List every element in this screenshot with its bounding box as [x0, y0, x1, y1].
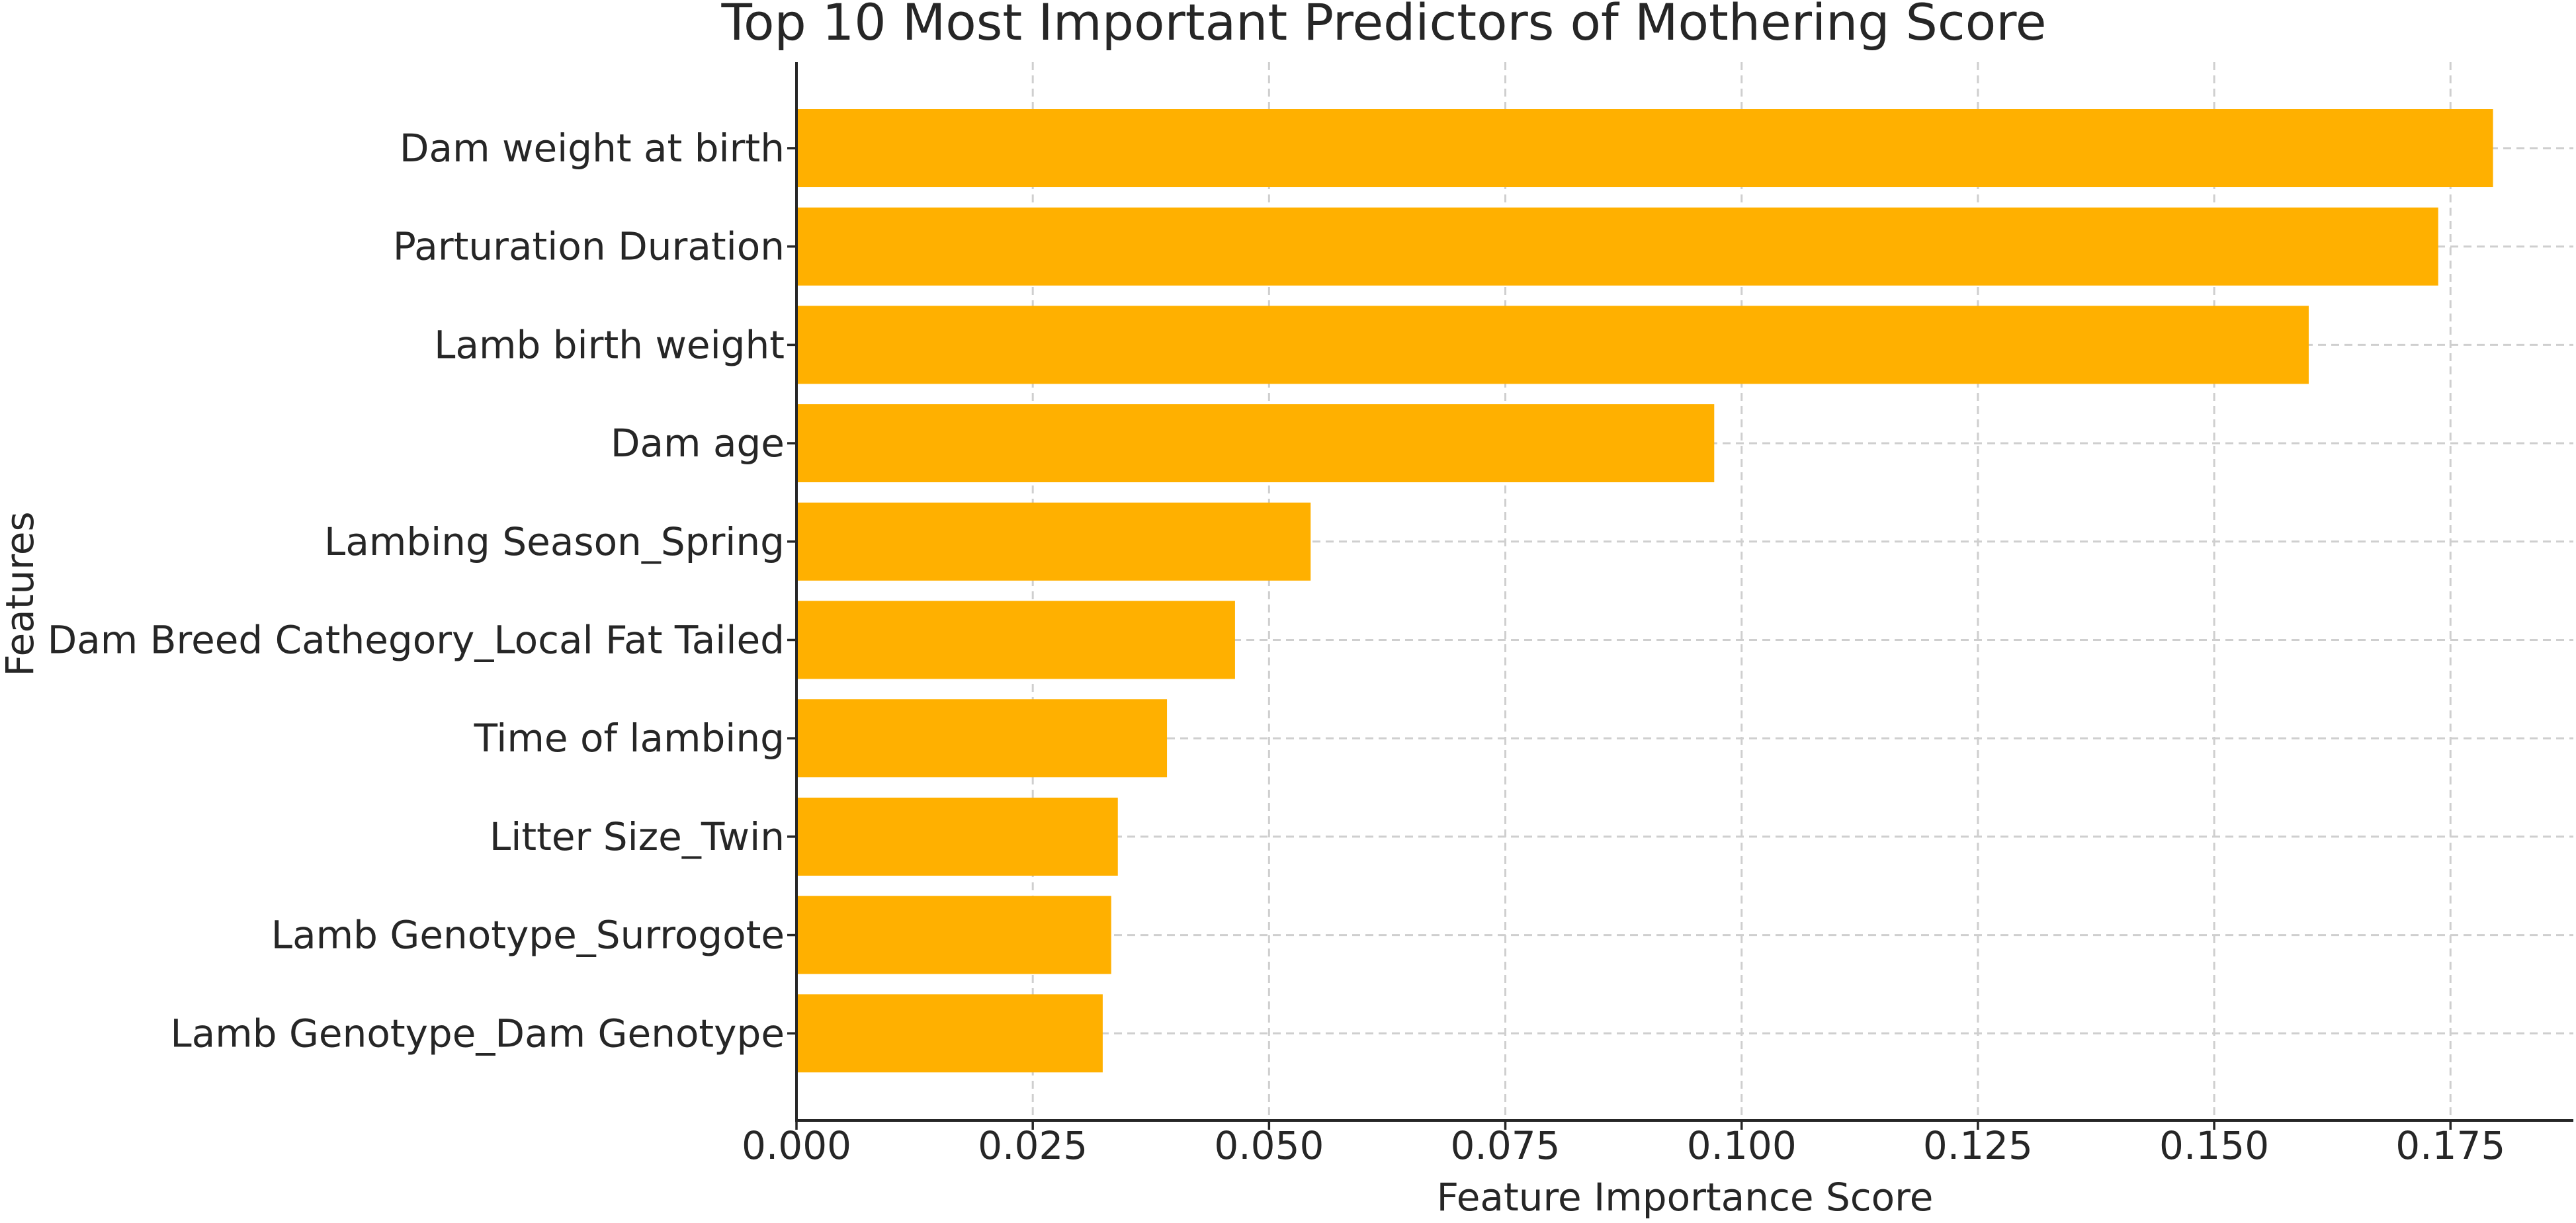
- y-tick-label: Parturation Duration: [393, 224, 785, 269]
- x-tick-label: 0.025: [978, 1123, 1088, 1168]
- bar: [796, 994, 1103, 1073]
- bar: [796, 699, 1168, 778]
- x-tick-label: 0.000: [742, 1123, 851, 1168]
- bar: [796, 502, 1311, 581]
- bar: [796, 306, 2309, 384]
- y-tick-label: Lamb Genotype_Dam Genotype: [170, 1011, 785, 1056]
- bar: [796, 207, 2438, 286]
- bar: [796, 601, 1235, 679]
- y-tick-label: Lamb Genotype_Surrogote: [271, 913, 785, 958]
- y-axis-ticks: Dam weight at birth Parturation Duration L…: [48, 126, 796, 1056]
- y-tick-label: Dam Breed Cathegory_Local Fat Tailed: [48, 618, 785, 663]
- x-tick-label: 0.075: [1451, 1123, 1561, 1168]
- bar: [796, 896, 1111, 974]
- bars: [796, 109, 2493, 1073]
- x-tick-label: 0.100: [1687, 1123, 1797, 1168]
- y-tick-label: Litter Size_Twin: [490, 814, 785, 859]
- bar: [796, 109, 2493, 187]
- x-tick-label: 0.175: [2395, 1123, 2505, 1168]
- bar: [796, 404, 1715, 483]
- chart-title: Top 10 Most Important Predictors of Moth…: [720, 0, 2046, 52]
- y-tick-label: Lamb birth weight: [434, 322, 785, 367]
- axes: [795, 62, 2573, 1122]
- y-tick-label: Dam age: [611, 421, 785, 466]
- bar: [796, 797, 1118, 876]
- x-tick-label: 0.150: [2159, 1123, 2269, 1168]
- y-tick-label: Dam weight at birth: [400, 126, 785, 171]
- x-tick-label: 0.125: [1923, 1123, 2033, 1168]
- x-axis-label: Feature Importance Score: [1437, 1175, 1934, 1220]
- x-tick-label: 0.050: [1214, 1123, 1324, 1168]
- y-axis-label: Features: [0, 511, 42, 676]
- y-tick-label: Time of lambing: [474, 716, 785, 761]
- x-axis-ticks: 0.000 0.025 0.050 0.075 0.100 0.125 0.150 0.175: [742, 1120, 2505, 1168]
- y-tick-label: Lambing Season_Spring: [324, 519, 785, 564]
